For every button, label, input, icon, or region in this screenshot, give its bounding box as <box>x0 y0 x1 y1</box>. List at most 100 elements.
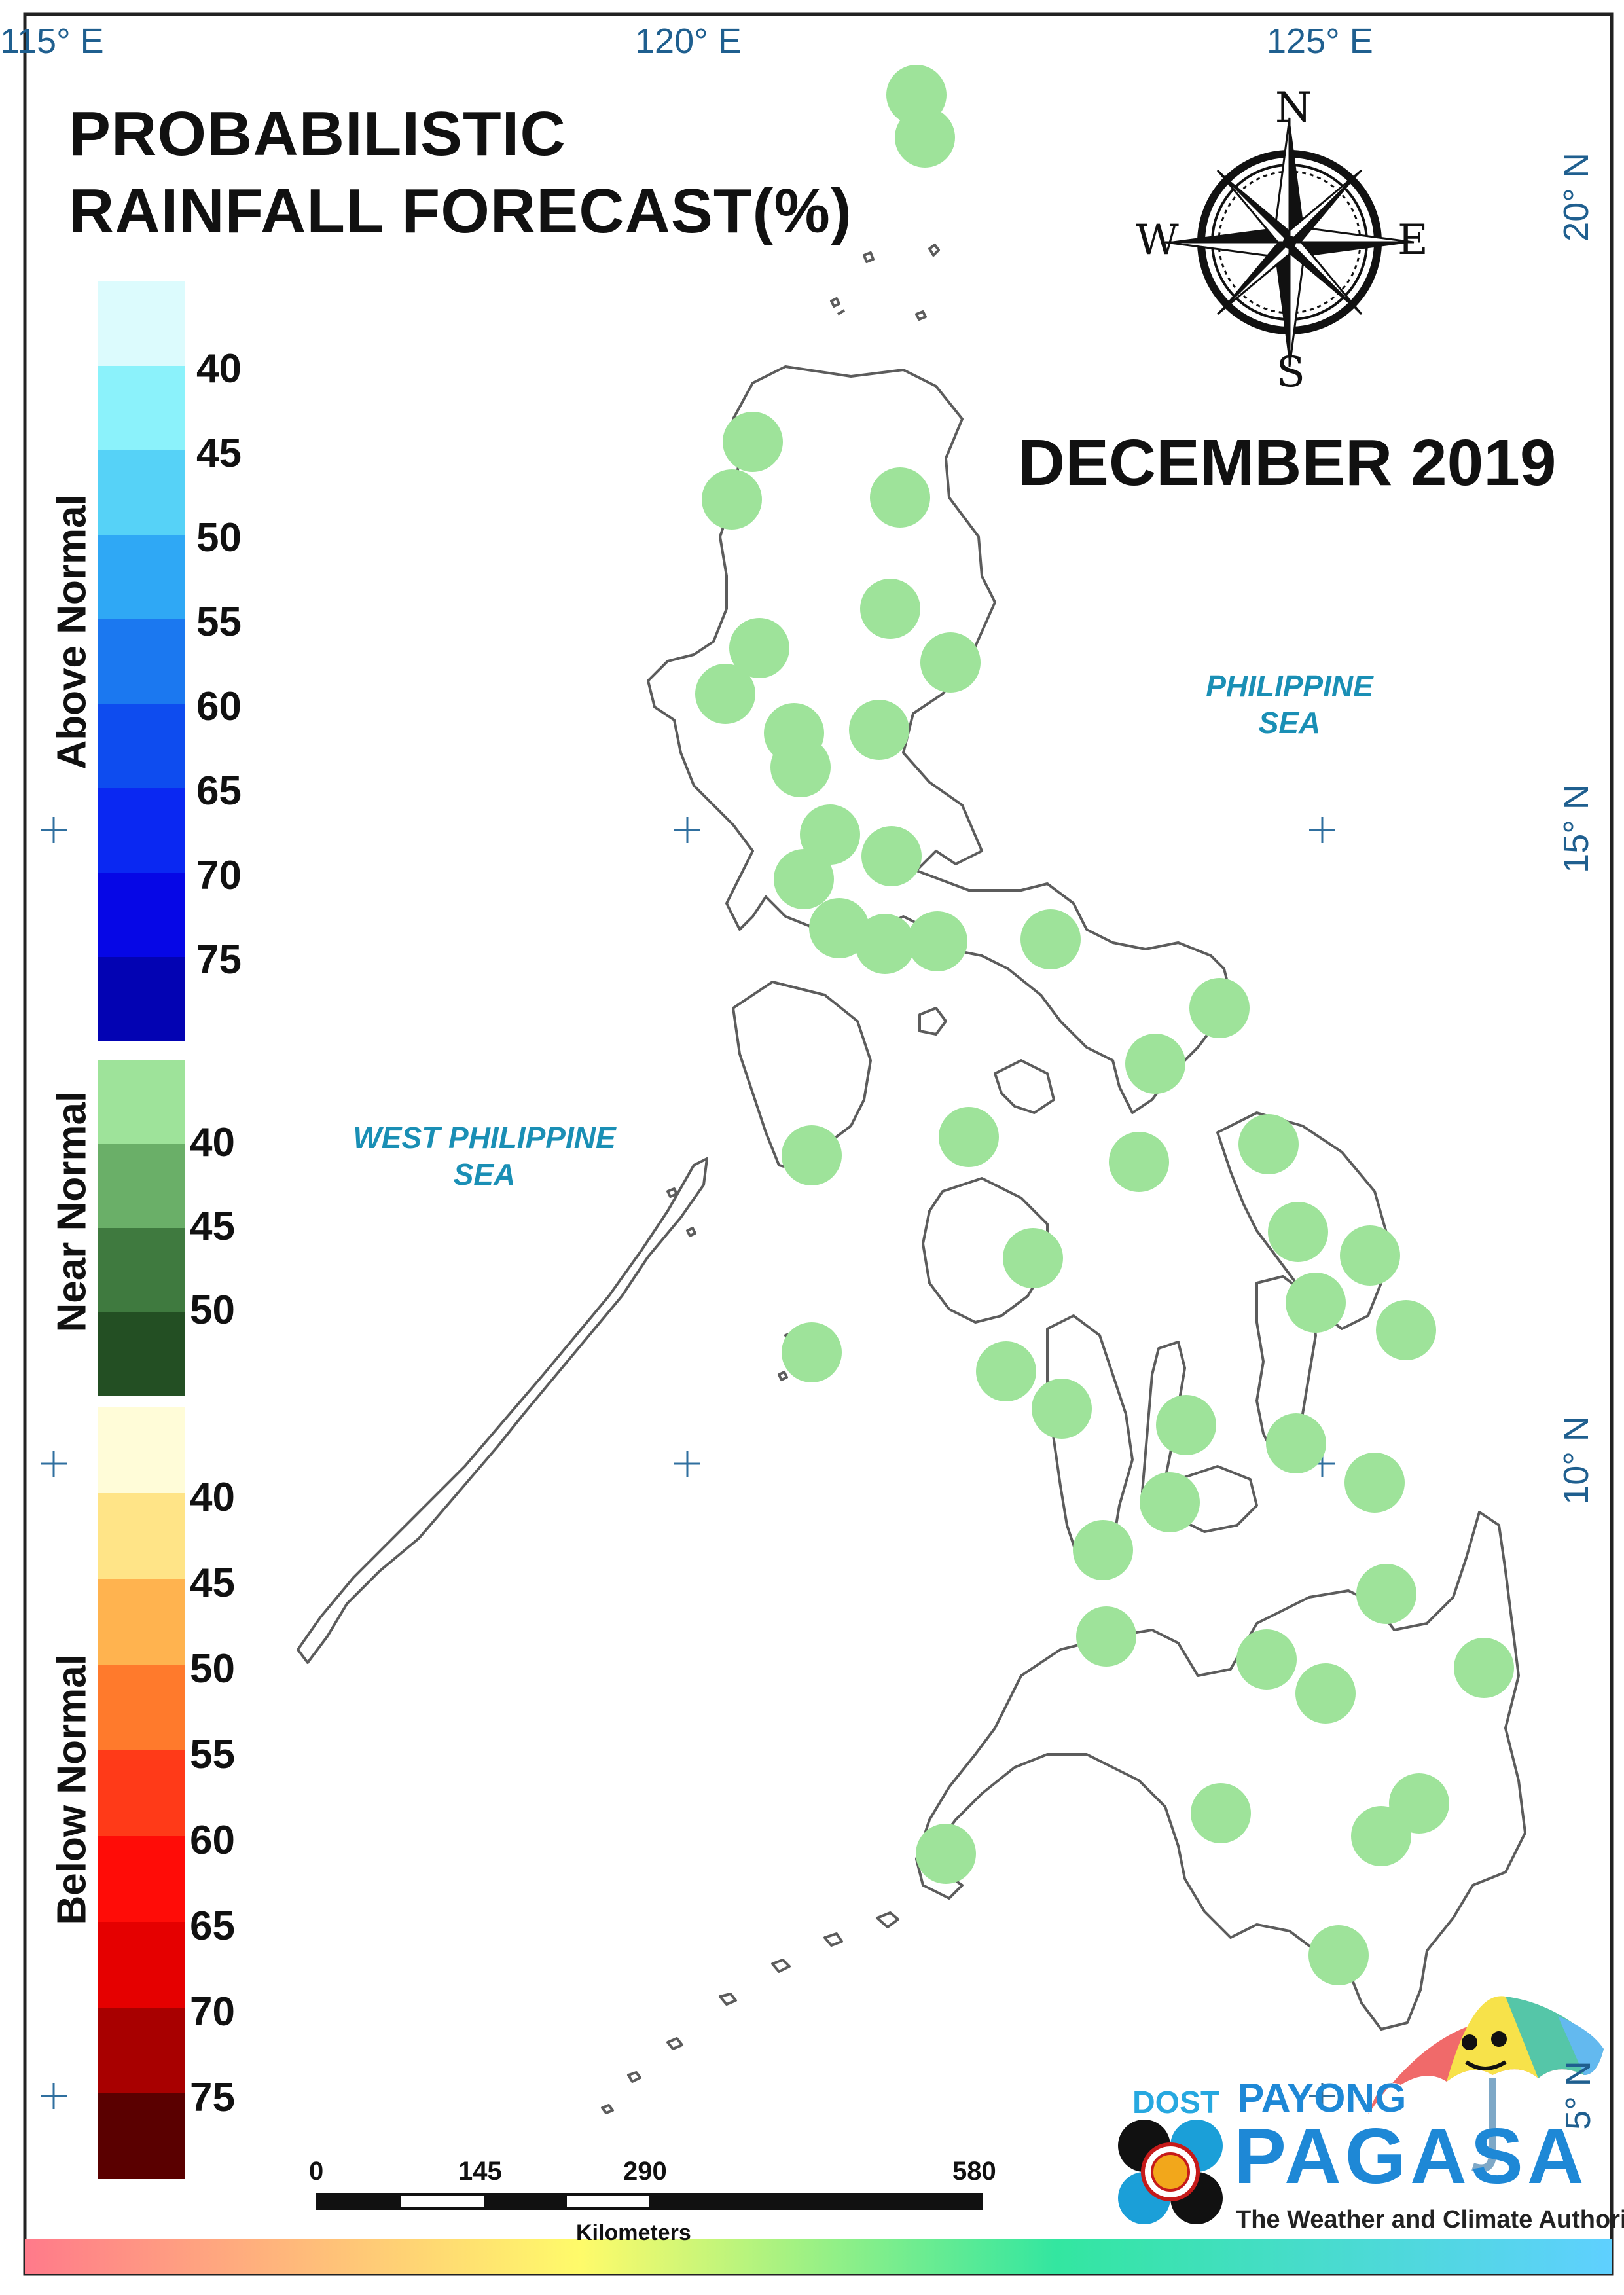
scale-unit-label: Kilometers <box>576 2220 691 2245</box>
legend-below-tick-55: 55 <box>190 1732 235 1777</box>
legend-below-tick-50: 50 <box>190 1646 235 1691</box>
forecast-station-6 <box>729 618 789 678</box>
scale-label-290: 290 <box>623 2157 667 2186</box>
scale-label-580: 580 <box>952 2157 996 2186</box>
compass-east-label: E <box>1398 216 1428 264</box>
sea-label-west-philippine-sea-line1: WEST PHILIPPINE <box>353 1121 616 1155</box>
sea-label-philippine-sea-line2: SEA <box>1258 706 1321 740</box>
legend-above-tick-70: 70 <box>196 853 242 898</box>
forecast-station-39 <box>1076 1606 1136 1667</box>
legend-near-swatch-1 <box>98 1144 185 1228</box>
sea-label-west-philippine-sea: WEST PHILIPPINE SEA <box>327 1119 641 1193</box>
legend-near-tick-45: 45 <box>190 1204 235 1249</box>
forecast-station-40 <box>1236 1629 1297 1690</box>
lon-label-120: 120° E <box>635 22 742 61</box>
legend-above-tick-55: 55 <box>196 600 242 645</box>
legend-above-swatch-1 <box>98 366 185 450</box>
legend-below-normal-bar <box>98 1407 185 2179</box>
forecast-station-1 <box>895 107 955 168</box>
forecast-station-42 <box>1295 1663 1356 1724</box>
legend-below-swatch-4 <box>98 1750 185 1836</box>
forecast-station-7 <box>695 664 755 724</box>
legend-below-tick-40: 40 <box>190 1475 235 1520</box>
forecast-station-38 <box>1356 1564 1416 1624</box>
forecast-station-11 <box>849 700 909 760</box>
scale-bar <box>316 2193 983 2210</box>
forecast-station-45 <box>1351 1806 1411 1866</box>
scale-label-145: 145 <box>458 2157 502 2186</box>
forecast-station-26 <box>1340 1225 1400 1286</box>
forecast-station-27 <box>1003 1228 1063 1288</box>
forecast-station-20 <box>1125 1034 1185 1094</box>
coastline <box>297 88 1526 2114</box>
legend-below-tick-45: 45 <box>190 1561 235 1606</box>
legend-near-swatch-3 <box>98 1312 185 1396</box>
forecast-station-46 <box>916 1824 976 1884</box>
legend-near-tick-50: 50 <box>190 1288 235 1333</box>
sea-label-west-philippine-sea-line2: SEA <box>453 1157 516 1191</box>
forecast-station-17 <box>907 911 967 971</box>
forecast-station-12 <box>800 804 860 865</box>
lat-label-20: 20° N <box>1556 153 1596 242</box>
forecast-station-4 <box>870 467 930 528</box>
map-title-line1: PROBABILISTIC <box>69 99 566 169</box>
legend-near-normal-label: Near Normal <box>49 1091 95 1333</box>
sea-label-philippine-sea: PHILIPPINE SEA <box>1139 668 1440 741</box>
scale-label-0: 0 <box>309 2157 324 2186</box>
lon-label-125: 125° E <box>1267 22 1373 61</box>
forecast-stations <box>695 65 1514 1985</box>
legend-below-swatch-0 <box>98 1407 185 1493</box>
compass-south-label: S <box>1276 348 1305 397</box>
legend-above-tick-50: 50 <box>196 515 242 560</box>
legend-above-swatch-4 <box>98 619 185 704</box>
legend-below-tick-65: 65 <box>190 1904 235 1949</box>
forecast-station-35 <box>1344 1453 1405 1513</box>
legend-below-tick-70: 70 <box>190 1989 235 2034</box>
legend-above-swatch-5 <box>98 704 185 788</box>
legend-below-normal-label: Below Normal <box>49 1654 95 1925</box>
forecast-station-29 <box>1376 1300 1436 1360</box>
forecast-station-28 <box>1286 1273 1346 1333</box>
legend-below-tick-60: 60 <box>190 1818 235 1863</box>
legend-below-swatch-8 <box>98 2093 185 2179</box>
forecast-station-43 <box>1191 1783 1251 1843</box>
forecast-station-3 <box>702 469 762 530</box>
legend-above-swatch-2 <box>98 450 185 535</box>
legend-above-tick-75: 75 <box>196 937 242 983</box>
lon-label-115: 115° E <box>0 22 104 61</box>
gradient-strip <box>25 2239 1612 2274</box>
forecast-station-37 <box>1073 1520 1133 1580</box>
lat-label-10: 10° N <box>1556 1416 1596 1505</box>
forecast-station-36 <box>1140 1472 1200 1532</box>
sea-label-philippine-sea-line1: PHILIPPINE <box>1206 669 1373 703</box>
forecast-station-18 <box>1020 909 1081 969</box>
forecast-station-30 <box>782 1322 842 1382</box>
forecast-station-34 <box>1266 1413 1326 1473</box>
forecast-station-31 <box>976 1341 1036 1401</box>
legend-below-swatch-2 <box>98 1579 185 1665</box>
forecast-station-22 <box>939 1107 999 1167</box>
legend-near-swatch-0 <box>98 1060 185 1144</box>
forecast-station-23 <box>1109 1132 1169 1192</box>
legend-near-tick-40: 40 <box>190 1120 235 1165</box>
forecast-station-19 <box>1189 978 1250 1038</box>
logo-dost-text: DOST <box>1132 2086 1220 2120</box>
legend-below-swatch-3 <box>98 1665 185 1750</box>
legend-above-normal-label: Above Normal <box>49 494 95 770</box>
forecast-month: DECEMBER 2019 <box>1018 426 1557 499</box>
legend-near-swatch-2 <box>98 1228 185 1312</box>
legend-below-swatch-6 <box>98 1922 185 2008</box>
forecast-station-32 <box>1032 1379 1092 1439</box>
logo-tagline: The Weather and Climate Authority <box>1236 2206 1624 2233</box>
forecast-station-25 <box>1268 1202 1328 1262</box>
legend-above-tick-65: 65 <box>196 768 242 814</box>
legend-above-swatch-6 <box>98 788 185 873</box>
legend-near-normal-bar <box>98 1060 185 1396</box>
map-title-line2: RAINFALL FORECAST(%) <box>69 176 852 246</box>
forecast-station-5 <box>860 579 920 639</box>
forecast-station-15 <box>809 898 869 958</box>
forecast-station-10 <box>770 737 831 797</box>
legend-above-tick-60: 60 <box>196 684 242 729</box>
legend-above-tick-40: 40 <box>196 346 242 391</box>
